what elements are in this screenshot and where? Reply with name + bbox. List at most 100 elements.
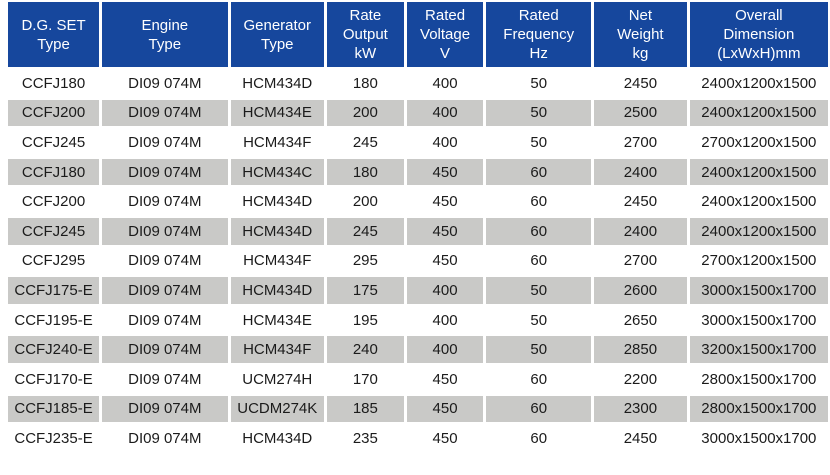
cell-engine-type: DI09 074M <box>102 277 228 304</box>
cell-net-weight: 2700 <box>594 129 687 156</box>
column-header-line: V <box>440 45 451 62</box>
column-header-net-weight: Net Weight kg <box>594 2 687 67</box>
cell-net-weight: 2450 <box>594 425 687 452</box>
column-header-line: Frequency <box>503 26 575 43</box>
cell-rated-frequency: 60 <box>486 425 592 452</box>
table-header-row: D.G. SET Type Engine Type Generator Type Rate O… <box>8 2 828 67</box>
cell-engine-type: DI09 074M <box>102 306 228 334</box>
cell-net-weight: 2300 <box>594 395 687 423</box>
cell-rate-output: 200 <box>326 99 404 127</box>
column-header-rated-frequency: Rated Frequency Hz <box>486 2 592 67</box>
cell-net-weight: 2700 <box>594 247 687 275</box>
column-header-line: Output <box>342 26 388 43</box>
table-row: CCFJ295 DI09 074M HCM434F 295 450 60 2700 2700x… <box>8 247 828 275</box>
cell-rated-voltage: 400 <box>406 306 484 334</box>
cell-engine-type: DI09 074M <box>102 425 228 452</box>
table-row: CCFJ185-E DI09 074M UCDM274K 185 450 60 2300 28… <box>8 395 828 423</box>
cell-engine-type: DI09 074M <box>102 99 228 127</box>
cell-engine-type: DI09 074M <box>102 217 228 245</box>
cell-dg-set-type: CCFJ185-E <box>8 395 100 423</box>
cell-rated-frequency: 50 <box>486 99 592 127</box>
cell-rated-frequency: 50 <box>486 277 592 304</box>
column-header-engine-type: Engine Type <box>102 2 228 67</box>
cell-engine-type: DI09 074M <box>102 158 228 186</box>
cell-net-weight: 2500 <box>594 99 687 127</box>
cell-rate-output: 180 <box>326 158 404 186</box>
cell-engine-type: DI09 074M <box>102 247 228 275</box>
cell-overall-dimension: 2400x1200x1500 <box>689 158 828 186</box>
column-header-line: Engine <box>141 16 189 34</box>
cell-generator-type: HCM434C <box>230 158 324 186</box>
cell-dg-set-type: CCFJ170-E <box>8 365 100 393</box>
column-header-line: Type <box>260 35 294 53</box>
cell-rated-frequency: 60 <box>486 217 592 245</box>
column-header-line: Type <box>37 35 70 53</box>
cell-generator-type: HCM434F <box>230 336 324 363</box>
cell-overall-dimension: 2400x1200x1500 <box>689 99 828 127</box>
table-row: CCFJ200 DI09 074M HCM434D 200 450 60 2450 2400x… <box>8 188 828 215</box>
table-row: CCFJ245 DI09 074M HCM434D 245 450 60 2400 2400x… <box>8 217 828 245</box>
column-header-line: Generator <box>243 16 312 34</box>
cell-rate-output: 240 <box>326 336 404 363</box>
cell-net-weight: 2600 <box>594 277 687 304</box>
column-header-line: Dimension <box>723 26 795 43</box>
cell-rated-voltage: 400 <box>406 70 484 97</box>
cell-net-weight: 2400 <box>594 217 687 245</box>
cell-overall-dimension: 2700x1200x1500 <box>689 247 828 275</box>
cell-rated-frequency: 50 <box>486 336 592 363</box>
cell-rate-output: 170 <box>326 365 404 393</box>
cell-rated-frequency: 50 <box>486 70 592 97</box>
cell-generator-type: HCM434E <box>230 99 324 127</box>
cell-rated-frequency: 60 <box>486 158 592 186</box>
cell-engine-type: DI09 074M <box>102 70 228 97</box>
cell-rated-voltage: 450 <box>406 425 484 452</box>
cell-overall-dimension: 3200x1500x1700 <box>689 336 828 363</box>
cell-dg-set-type: CCFJ200 <box>8 188 100 215</box>
cell-rated-voltage: 450 <box>406 247 484 275</box>
cell-rate-output: 185 <box>326 395 404 423</box>
cell-rated-voltage: 450 <box>406 365 484 393</box>
cell-generator-type: HCM434F <box>230 129 324 156</box>
cell-dg-set-type: CCFJ245 <box>8 129 100 156</box>
cell-net-weight: 2850 <box>594 336 687 363</box>
cell-generator-type: UCM274H <box>230 365 324 393</box>
column-header-line: Net <box>628 7 653 24</box>
column-header-line: Hz <box>529 45 548 62</box>
column-header-line: D.G. SET <box>21 16 86 34</box>
cell-dg-set-type: CCFJ175-E <box>8 277 100 304</box>
cell-dg-set-type: CCFJ295 <box>8 247 100 275</box>
table-row: CCFJ170-E DI09 074M UCM274H 170 450 60 2200 280… <box>8 365 828 393</box>
cell-generator-type: HCM434F <box>230 247 324 275</box>
cell-rate-output: 235 <box>326 425 404 452</box>
cell-overall-dimension: 2800x1500x1700 <box>689 395 828 423</box>
cell-rated-voltage: 400 <box>406 99 484 127</box>
cell-dg-set-type: CCFJ235-E <box>8 425 100 452</box>
cell-rated-voltage: 400 <box>406 129 484 156</box>
column-header-line: Overall <box>735 7 783 24</box>
cell-dg-set-type: CCFJ195-E <box>8 306 100 334</box>
cell-generator-type: HCM434D <box>230 277 324 304</box>
cell-rated-frequency: 50 <box>486 129 592 156</box>
cell-net-weight: 2200 <box>594 365 687 393</box>
table-body: CCFJ180 DI09 074M HCM434D 180 400 50 2450 2400x… <box>8 70 828 452</box>
cell-rated-frequency: 60 <box>486 395 592 423</box>
cell-rated-voltage: 450 <box>406 158 484 186</box>
cell-rated-frequency: 60 <box>486 188 592 215</box>
cell-net-weight: 2400 <box>594 158 687 186</box>
cell-dg-set-type: CCFJ240-E <box>8 336 100 363</box>
cell-generator-type: HCM434D <box>230 217 324 245</box>
cell-generator-type: HCM434D <box>230 70 324 97</box>
cell-engine-type: DI09 074M <box>102 365 228 393</box>
cell-rated-frequency: 50 <box>486 306 592 334</box>
column-header-generator-type: Generator Type <box>230 2 324 67</box>
column-header-line: (LxWxH)mm <box>717 45 801 62</box>
cell-rate-output: 180 <box>326 70 404 97</box>
table-row: CCFJ240-E DI09 074M HCM434F 240 400 50 2850 320… <box>8 336 828 363</box>
column-header-line: Weight <box>617 26 664 43</box>
cell-overall-dimension: 2400x1200x1500 <box>689 188 828 215</box>
cell-rated-voltage: 450 <box>406 217 484 245</box>
cell-rate-output: 295 <box>326 247 404 275</box>
column-header-rate-output: Rate Output kW <box>326 2 404 67</box>
column-header-dg-set-type: D.G. SET Type <box>8 2 100 67</box>
cell-rate-output: 175 <box>326 277 404 304</box>
